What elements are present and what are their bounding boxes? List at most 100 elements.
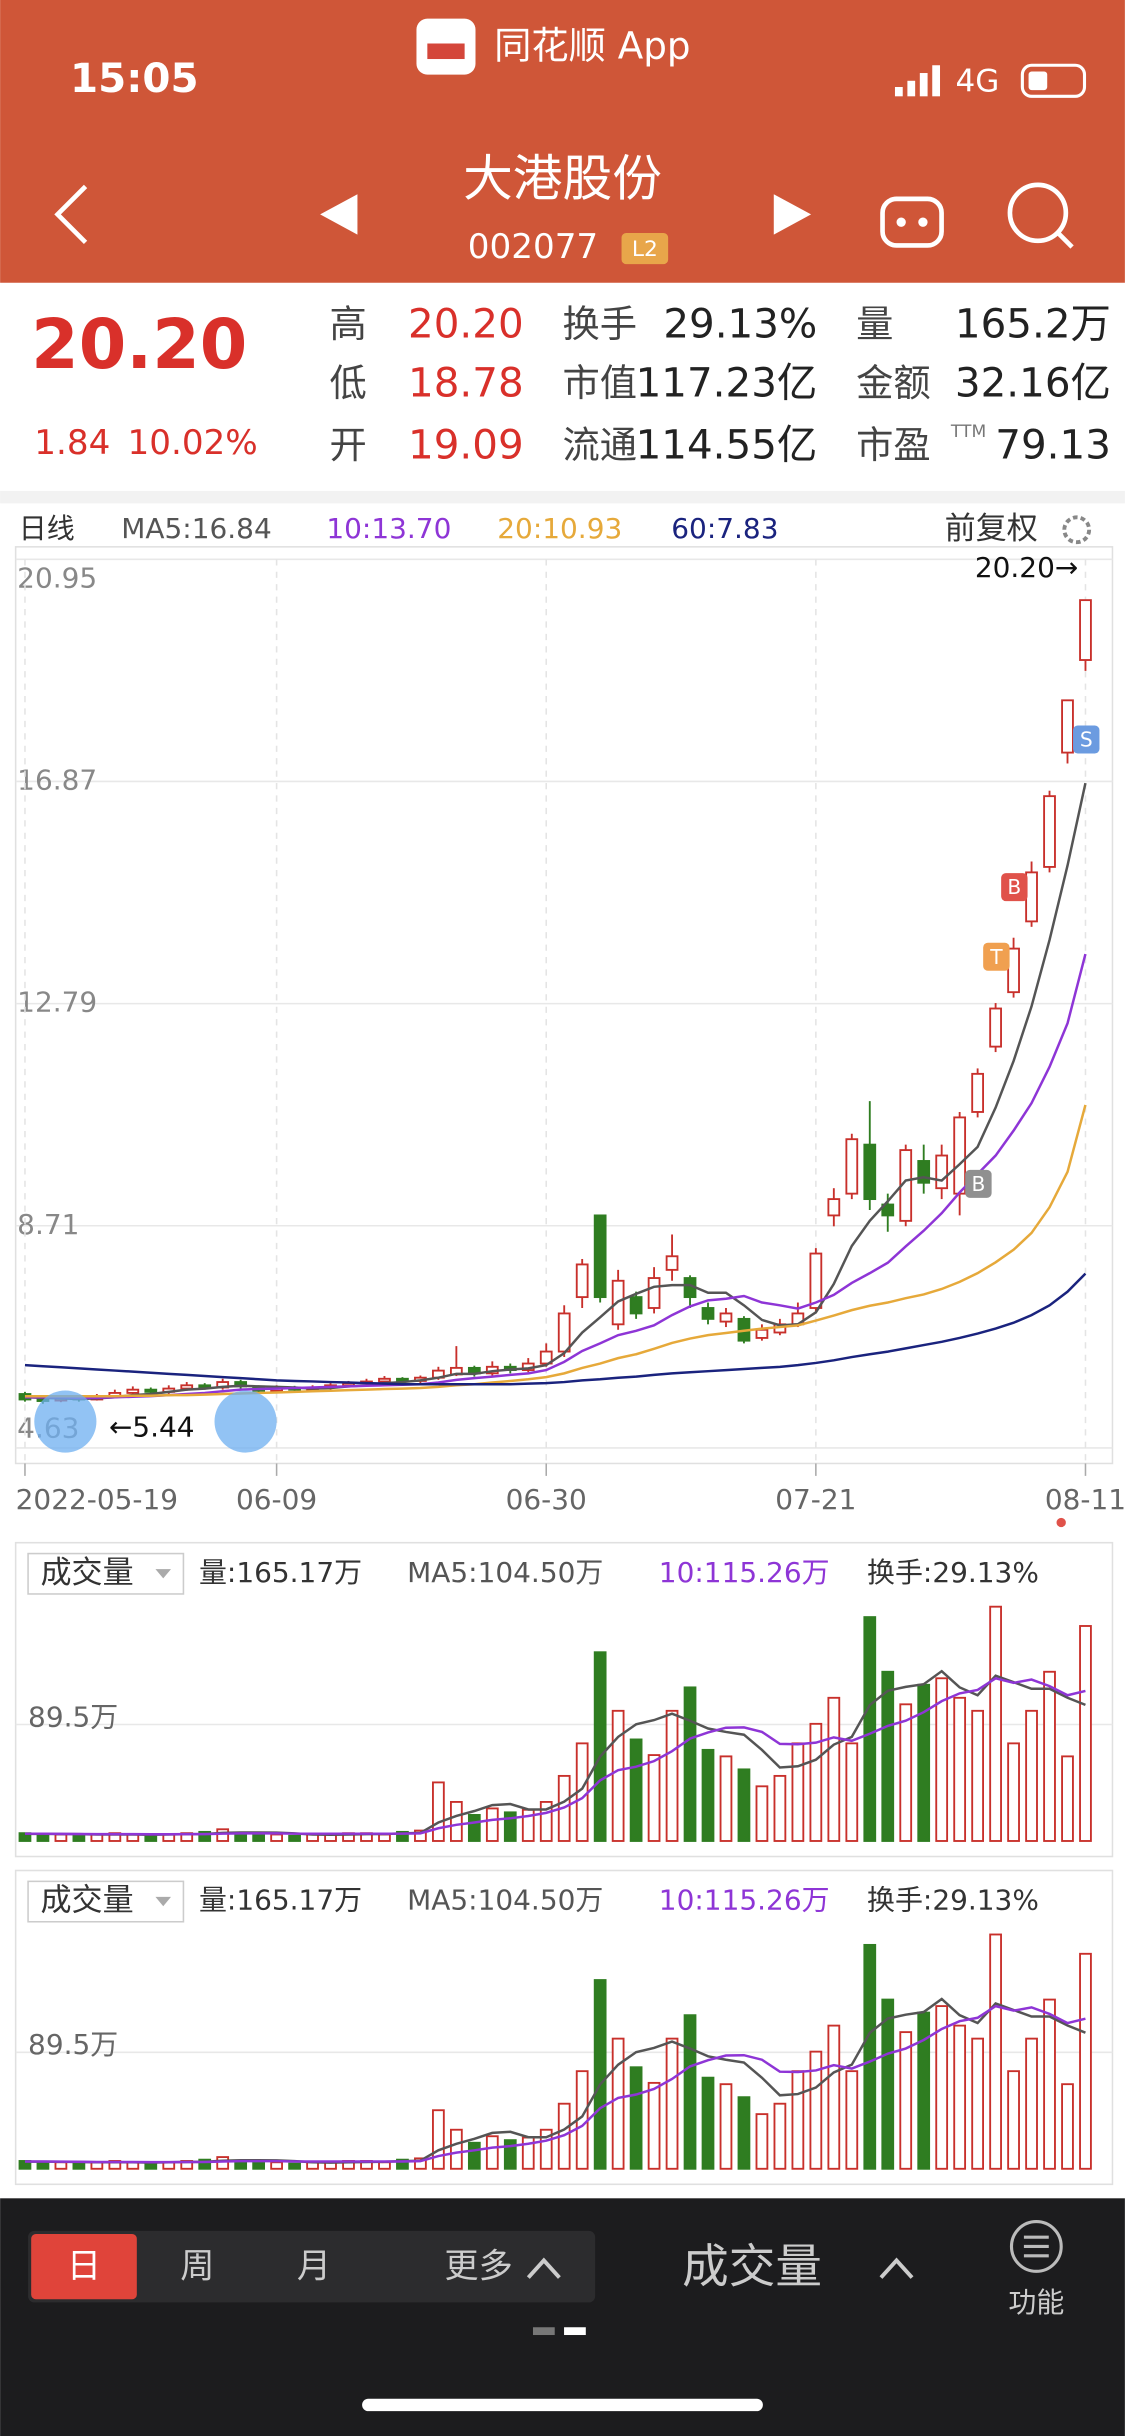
volume-bar bbox=[611, 1709, 625, 1842]
stat-value: 79.13 bbox=[995, 421, 1111, 468]
y-tick-label: 89.5万 bbox=[28, 2028, 118, 2061]
volume-bar bbox=[1079, 1625, 1092, 1842]
volume-bar bbox=[18, 2160, 32, 2170]
selector-box[interactable] bbox=[27, 1552, 185, 1595]
legend-item: MA5:16.84 bbox=[121, 512, 271, 545]
tab[interactable]: 周 bbox=[180, 2247, 214, 2287]
candle-body bbox=[647, 1277, 661, 1309]
selector-caret bbox=[155, 1569, 171, 1579]
selector[interactable]: 成交量 bbox=[40, 1883, 133, 1919]
y-tick-label: 89.5万 bbox=[28, 1700, 118, 1733]
ma-line bbox=[24, 1104, 1087, 1398]
volume-bar bbox=[1061, 1755, 1074, 1842]
volume-frame bbox=[14, 1541, 1114, 1858]
volume-bar bbox=[1025, 1709, 1038, 1842]
back-button[interactable] bbox=[54, 184, 88, 245]
volume-bar bbox=[791, 2070, 805, 2170]
battery-level bbox=[1028, 71, 1048, 91]
candle-body bbox=[827, 1198, 841, 1217]
volume-bar bbox=[935, 1677, 949, 1842]
trade-mark bbox=[1073, 725, 1100, 754]
trade-mark bbox=[983, 942, 1010, 971]
overlay-button[interactable] bbox=[214, 1390, 277, 1453]
volume-bar bbox=[773, 2102, 787, 2170]
volume-bar bbox=[414, 1829, 427, 1842]
tab-group bbox=[28, 2230, 596, 2303]
network: 4G bbox=[956, 63, 1000, 99]
trade-mark bbox=[965, 1169, 992, 1198]
candle-body bbox=[378, 1377, 391, 1383]
volume-bar bbox=[989, 1605, 1002, 1842]
function-icon[interactable] bbox=[1009, 2220, 1063, 2273]
volume-bar bbox=[863, 1943, 877, 2170]
stat-value: 117.23亿 bbox=[636, 359, 818, 406]
candle-body bbox=[557, 1312, 571, 1353]
candle-body bbox=[1007, 947, 1020, 994]
volume-bar bbox=[593, 1979, 607, 2170]
candle-body bbox=[144, 1388, 158, 1393]
trade-mark-label: S bbox=[1080, 728, 1093, 752]
selector[interactable]: 成交量 bbox=[40, 1555, 133, 1591]
signal bbox=[894, 65, 941, 97]
stat-value: 165.2万 bbox=[955, 300, 1111, 347]
selector-box[interactable] bbox=[27, 1880, 185, 1923]
volume-bar bbox=[701, 1748, 715, 1842]
legend-item: 10:115.26万 bbox=[659, 1884, 830, 1917]
caret[interactable] bbox=[879, 2257, 914, 2279]
tab[interactable]: 月 bbox=[297, 2247, 331, 2287]
x-tick-label: 06-30 bbox=[506, 1483, 587, 1516]
volume-bar bbox=[719, 2083, 733, 2170]
volume-bar bbox=[396, 2158, 409, 2170]
volume-bar bbox=[449, 1801, 463, 1842]
volume-bar bbox=[989, 1933, 1002, 2170]
settings-icon[interactable] bbox=[1062, 515, 1092, 545]
volume-bar bbox=[539, 2128, 553, 2170]
candle-body bbox=[701, 1307, 715, 1320]
annotation: 20.20→ bbox=[975, 551, 1078, 584]
volume-bar bbox=[252, 1833, 266, 1842]
next-stock[interactable] bbox=[773, 194, 812, 235]
tab-active[interactable] bbox=[31, 2234, 137, 2300]
level: L2 bbox=[632, 237, 658, 262]
turnover-label: 换手:29.13% bbox=[867, 1556, 1039, 1589]
prev-stock[interactable] bbox=[320, 194, 358, 235]
stat-value: 29.13% bbox=[663, 300, 817, 347]
volume-bar bbox=[647, 1754, 661, 1842]
volume-bar bbox=[252, 2161, 266, 2170]
stat-label: 换手 bbox=[563, 302, 638, 346]
volume-bar bbox=[827, 1696, 841, 1842]
volume-bar bbox=[1007, 1742, 1020, 1842]
stat-label: 低 bbox=[329, 361, 366, 405]
candle-body bbox=[719, 1312, 733, 1323]
candle-body bbox=[971, 1072, 984, 1113]
tab[interactable]: 更多 bbox=[444, 2247, 512, 2287]
candle-body bbox=[1061, 699, 1074, 754]
volume-bar bbox=[432, 1781, 445, 1842]
volume-bar bbox=[917, 2011, 931, 2170]
candle-body bbox=[1025, 871, 1038, 923]
candle-body bbox=[809, 1252, 823, 1309]
volume-bar bbox=[503, 2139, 517, 2170]
volume-bar bbox=[72, 2162, 86, 2170]
candle-body bbox=[1079, 599, 1092, 661]
function-label[interactable]: 功能 bbox=[1008, 2286, 1064, 2319]
volume-bar bbox=[629, 1738, 643, 1842]
volume-bar bbox=[485, 2135, 499, 2170]
trade-mark-label: B bbox=[971, 1172, 985, 1196]
candle-body bbox=[539, 1350, 553, 1365]
robot-button[interactable] bbox=[880, 196, 944, 248]
x-tick-label: 2022-05-19 bbox=[16, 1483, 178, 1516]
stat-label: 市盈 bbox=[856, 423, 931, 467]
indicator[interactable]: 成交量 bbox=[682, 2239, 822, 2293]
adjust[interactable]: 前复权 bbox=[945, 511, 1038, 547]
price: 20.20 bbox=[31, 306, 247, 385]
candle-body bbox=[989, 1007, 1002, 1048]
tab[interactable]: 日 bbox=[67, 2247, 101, 2287]
overlay-button[interactable] bbox=[34, 1390, 97, 1453]
search-handle bbox=[1056, 231, 1074, 249]
search-button[interactable] bbox=[1007, 182, 1069, 244]
page-dot bbox=[532, 2327, 555, 2336]
volume-bar bbox=[755, 2113, 769, 2170]
today-dot bbox=[1056, 1517, 1066, 1528]
volume-bar bbox=[378, 1833, 391, 1842]
